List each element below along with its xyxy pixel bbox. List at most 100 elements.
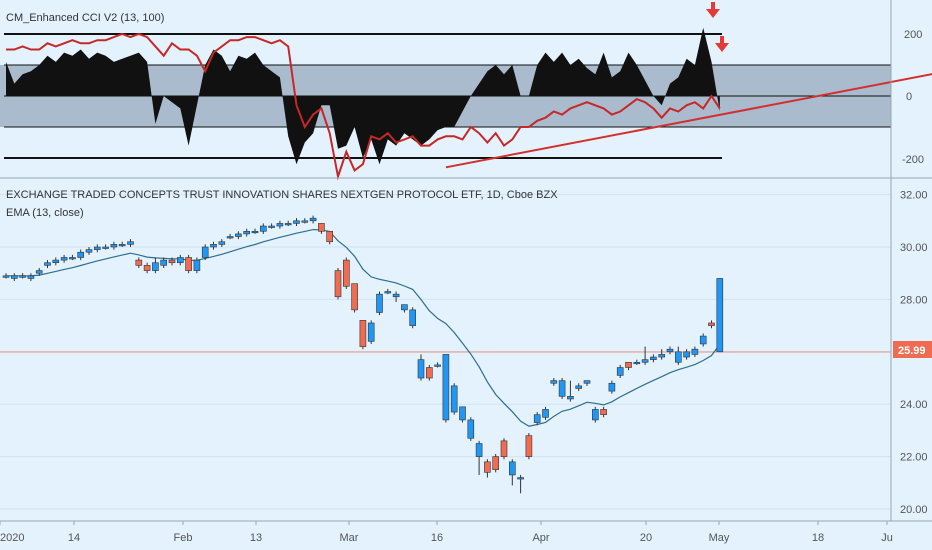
candle-body[interactable] [318,223,325,232]
candle-body[interactable] [517,477,524,480]
candle-body[interactable] [367,322,375,342]
candle-body[interactable] [334,270,342,298]
candle-body[interactable] [683,351,690,358]
candle-body[interactable] [102,246,109,249]
candle-body[interactable] [600,409,607,415]
cci-tick-label: 0 [906,91,912,103]
price-tick-label: 24.00 [900,399,928,411]
candle-body[interactable] [616,367,624,376]
candle-body[interactable] [69,257,76,260]
down-arrow-icon[interactable] [706,2,720,18]
candle-body[interactable] [160,259,167,266]
candle-body[interactable] [650,356,657,360]
candle-body[interactable] [467,419,475,439]
candle-body[interactable] [127,241,134,245]
candle-body[interactable] [284,223,292,226]
candle-body[interactable] [235,233,242,237]
candle-body[interactable] [143,265,151,271]
candle-body[interactable] [608,382,616,392]
candle-body[interactable] [177,257,184,264]
candle-body[interactable] [19,275,26,278]
time-tick-label: 2020 [0,532,24,544]
candle-body[interactable] [450,385,458,413]
down-arrow-icon[interactable] [715,36,729,52]
candle-body[interactable] [52,259,60,264]
candle-body[interactable] [550,380,558,384]
candle-body[interactable] [309,217,317,222]
candle-body[interactable] [359,320,367,347]
candle-body[interactable] [376,293,383,313]
candle-body[interactable] [152,262,159,271]
candle-body[interactable] [525,435,533,457]
candle-body[interactable] [27,275,35,279]
candle-body[interactable] [293,220,300,224]
candle-body[interactable] [326,230,334,243]
candle-body[interactable] [168,259,176,264]
candle-body[interactable] [301,220,309,223]
candle-body[interactable] [508,461,516,476]
candle-body[interactable] [567,396,574,400]
candle-body[interactable] [708,322,715,326]
candle-body[interactable] [492,456,500,471]
candle-body[interactable] [401,304,408,311]
candle-body[interactable] [268,225,275,228]
candle-body[interactable] [276,223,284,227]
candle-body[interactable] [533,414,541,423]
candle-body[interactable] [259,225,267,232]
candle-body[interactable] [118,244,126,247]
candle-body[interactable] [251,230,259,234]
candle-body[interactable] [484,461,491,473]
candle-body[interactable] [218,241,226,245]
candle-body[interactable] [699,335,707,345]
candle-body[interactable] [60,257,68,261]
candle-body[interactable] [633,361,641,365]
candle-body[interactable] [417,359,425,379]
candle-body[interactable] [94,246,101,250]
candle-body[interactable] [666,348,674,353]
candle-body[interactable] [201,246,209,258]
candle-body[interactable] [193,259,201,271]
candle-body[interactable] [85,249,93,253]
candle-body[interactable] [434,364,441,367]
time-tick-label: Mar [340,532,359,544]
candle-body[interactable] [459,406,466,421]
candle-body[interactable] [226,236,234,239]
candle-body[interactable] [342,259,350,287]
candle-body[interactable] [641,359,649,363]
time-tick-label: 14 [68,532,80,544]
candle-body[interactable] [500,440,508,457]
time-axis[interactable]: 2020 14 Feb 13 Mar 16 Apr 20 May 18 Ju [0,521,893,544]
last-price-value: 25.99 [898,345,926,357]
candle-body[interactable] [44,262,51,266]
candle-body[interactable] [575,385,583,389]
candle-body[interactable] [583,380,591,384]
candle-body[interactable] [409,309,417,326]
cci-trendline[interactable] [445,45,932,169]
candle-body[interactable] [110,244,118,248]
time-tick-label: 13 [250,532,262,544]
candle-body[interactable] [392,293,400,298]
cci-axis[interactable]: 200 0 -200 [902,29,924,166]
candle-body[interactable] [475,443,483,457]
cci-pane [0,2,932,181]
candle-body[interactable] [658,354,666,358]
candle-body[interactable] [674,351,682,363]
candle-body[interactable] [135,259,143,266]
candle-body[interactable] [691,348,699,355]
candle-body[interactable] [185,257,192,271]
candle-body[interactable] [2,275,10,278]
candle-body[interactable] [542,409,549,418]
candle-body[interactable] [442,354,450,421]
candle-body[interactable] [351,283,358,311]
candle-body[interactable] [77,251,84,258]
candle-body[interactable] [210,244,217,248]
candle-body[interactable] [425,367,433,379]
candle-body[interactable] [716,278,724,353]
candle-body[interactable] [384,291,392,294]
candle-body[interactable] [591,409,599,421]
candle-body[interactable] [558,380,566,397]
candle-body[interactable] [243,230,250,235]
candle-body[interactable] [35,270,43,274]
candle-body[interactable] [625,361,632,368]
candle-body[interactable] [11,275,18,279]
